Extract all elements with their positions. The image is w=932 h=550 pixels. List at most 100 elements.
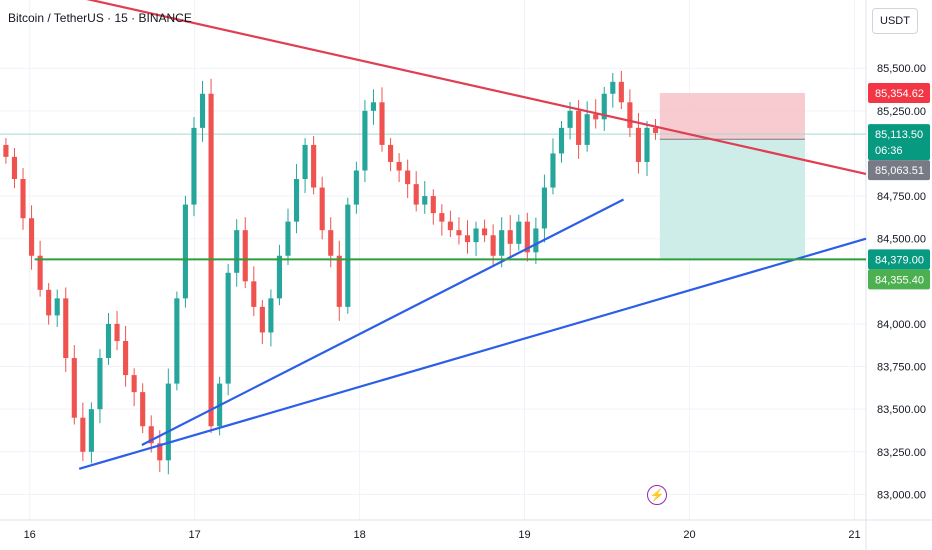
y-tick-label: 84,000.00	[877, 319, 926, 331]
candle-body	[293, 179, 300, 222]
candle-body	[242, 230, 248, 282]
y-tick-label: 83,000.00	[877, 489, 926, 501]
y-tick-label: 85,500.00	[877, 63, 926, 75]
lightning-icon[interactable]: ⚡	[647, 485, 667, 505]
price-label	[868, 82, 930, 103]
candle-body	[54, 298, 60, 316]
candle-body	[302, 144, 308, 180]
y-tick-label: 85,250.00	[877, 106, 926, 118]
price-label-text: 84,379.00	[875, 254, 924, 266]
candle-body	[516, 221, 522, 244]
candle-body	[165, 383, 171, 461]
descending-trendline	[86, 0, 867, 175]
candle-body	[439, 213, 445, 222]
candle-body	[353, 170, 359, 205]
candle-body	[63, 298, 69, 359]
candle-body	[576, 110, 582, 145]
candle-body	[387, 144, 394, 162]
position-reward-zone	[659, 139, 805, 260]
candle-body	[276, 255, 283, 299]
price-label-text: 85,063.51	[875, 165, 924, 177]
candle-body	[558, 127, 565, 154]
candle-body	[191, 127, 197, 205]
candle-body	[199, 93, 206, 128]
candle-body	[524, 221, 530, 253]
price-label-text: 84,355.40	[875, 274, 924, 286]
candle-body	[268, 298, 274, 333]
candle-body	[336, 255, 342, 307]
candle-body	[601, 93, 607, 120]
candle-body	[319, 187, 325, 231]
candle-body	[148, 426, 154, 444]
candle-body	[157, 443, 163, 461]
price-label-text: 85,354.62	[875, 88, 924, 100]
price-label	[868, 160, 930, 181]
candle-body	[430, 196, 436, 214]
candle-body	[413, 184, 419, 205]
candle-body	[251, 281, 257, 307]
x-tick-label: 21	[848, 529, 860, 541]
candle-body	[405, 170, 411, 185]
candle-body	[105, 323, 112, 359]
x-tick-label: 19	[518, 529, 530, 541]
y-tick-label: 84,750.00	[877, 191, 926, 203]
candle-body	[635, 127, 642, 162]
y-tick-label: 83,500.00	[877, 404, 926, 416]
candle-body	[370, 102, 377, 111]
price-label	[868, 249, 930, 270]
candle-body	[482, 228, 488, 236]
candle-body	[259, 306, 265, 333]
candle-body	[140, 392, 146, 427]
candle-body	[80, 417, 86, 452]
candle-body	[328, 230, 334, 256]
candle-body	[29, 218, 35, 256]
ascending-trendline-2	[78, 237, 867, 470]
candle-body	[422, 196, 428, 205]
symbol-title[interactable]: Bitcoin / TetherUS · 15 · BINANCE	[8, 11, 192, 25]
price-label-text: 85,113.50	[875, 129, 923, 141]
candle-body	[464, 235, 471, 243]
candle-body	[123, 340, 129, 376]
candle-body	[97, 358, 103, 410]
x-tick-label: 17	[189, 529, 201, 541]
candle-body	[174, 298, 180, 384]
currency-button[interactable]: USDT	[872, 8, 918, 34]
candle-body	[345, 204, 351, 307]
x-tick-label: 20	[683, 529, 695, 541]
candle-body	[114, 323, 120, 341]
candle-body	[456, 230, 462, 236]
y-tick-label: 83,250.00	[877, 447, 926, 459]
x-tick-label: 18	[353, 529, 365, 541]
candle-body	[541, 187, 547, 229]
candle-body	[567, 110, 573, 128]
candle-body	[71, 358, 77, 418]
price-label	[868, 269, 930, 290]
candle-body	[396, 161, 402, 171]
candle-body	[473, 228, 479, 243]
ascending-trendline-1	[141, 198, 625, 446]
candle-body	[593, 114, 599, 120]
candle-body	[311, 144, 317, 188]
candle-body	[618, 81, 624, 103]
candle-body	[182, 204, 188, 299]
candle-body	[652, 127, 659, 133]
candle-body	[37, 255, 43, 290]
y-tick-label: 84,500.00	[877, 234, 926, 246]
x-tick-label: 16	[24, 529, 36, 541]
price-label-timer: 06:36	[875, 145, 903, 157]
candle-body	[490, 235, 496, 256]
candle-body	[285, 221, 291, 256]
candle-body	[507, 230, 513, 244]
candle-body	[3, 144, 9, 157]
candle-body	[46, 289, 52, 316]
price-label	[868, 124, 930, 161]
candle-body	[550, 153, 556, 188]
candle-body	[533, 228, 539, 253]
candle-body	[584, 114, 590, 145]
candle-body	[88, 409, 94, 452]
candle-body	[379, 102, 385, 145]
candle-body	[20, 179, 26, 219]
candle-body	[499, 230, 505, 256]
